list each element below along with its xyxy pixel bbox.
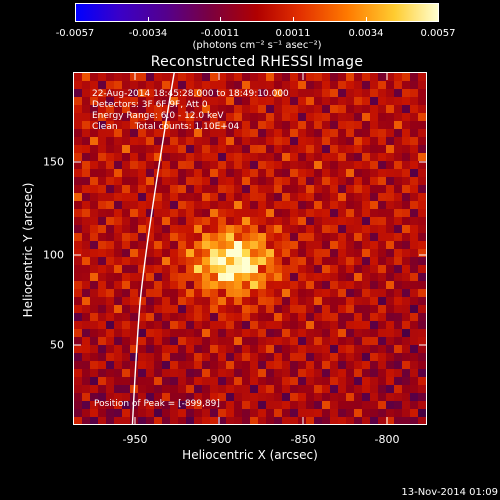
colorbar-tick [293,17,294,22]
plot-timestamp: 13-Nov-2014 01:09 [401,487,498,498]
y-axis-label: Heliocentric Y (arcsec) [21,182,35,318]
rhessi-image [74,73,426,424]
y-tick-label: 50 [50,338,64,352]
colorbar-tick-label: 0.0011 [275,28,311,39]
rhessi-image-plot: 22-Aug-2014 18:45:28.000 to 18:49:10.000… [73,72,427,425]
colorbar-tick-label: 0.0034 [348,28,384,39]
info-energy: Energy Range: 6.0 - 12.0 keV [92,111,224,121]
colorbar-tick [220,17,221,22]
x-axis-label: Heliocentric X (arcsec) [182,448,318,462]
colorbar-tick [75,17,76,22]
x-tick-label: -950 [122,433,148,446]
colorbar-tick [438,17,439,22]
solar-limb-line [131,73,175,424]
x-tick-label: -900 [206,433,232,446]
x-tick-label: -850 [290,433,316,446]
colorbar-tick-label: -0.0034 [128,28,168,39]
colorbar-tick-label: -0.0057 [55,28,95,39]
info-clean: Clean Total counts: 1.10E+04 [92,122,240,132]
colorbar [75,3,439,22]
colorbar-tick [366,17,367,22]
colorbar-tick-label: -0.0011 [200,28,240,39]
colorbar-tick-label: 0.0057 [420,28,456,39]
axis-ticks [73,72,427,425]
y-tick-label: 100 [43,248,64,262]
image-title: Reconstructed RHESSI Image [150,54,364,70]
info-time: 22-Aug-2014 18:45:28.000 to 18:49:10.000 [92,89,289,99]
info-peak-position: Position of Peak = [-899,89] [94,399,220,409]
y-tick-label: 150 [43,155,64,169]
x-tick-label: -800 [374,433,400,446]
colorbar-unit-label: (photons cm⁻² s⁻¹ asec⁻²) [192,40,322,51]
info-detectors: Detectors: 3F 6F 9F, Att 0 [92,100,208,110]
colorbar-tick [148,17,149,22]
